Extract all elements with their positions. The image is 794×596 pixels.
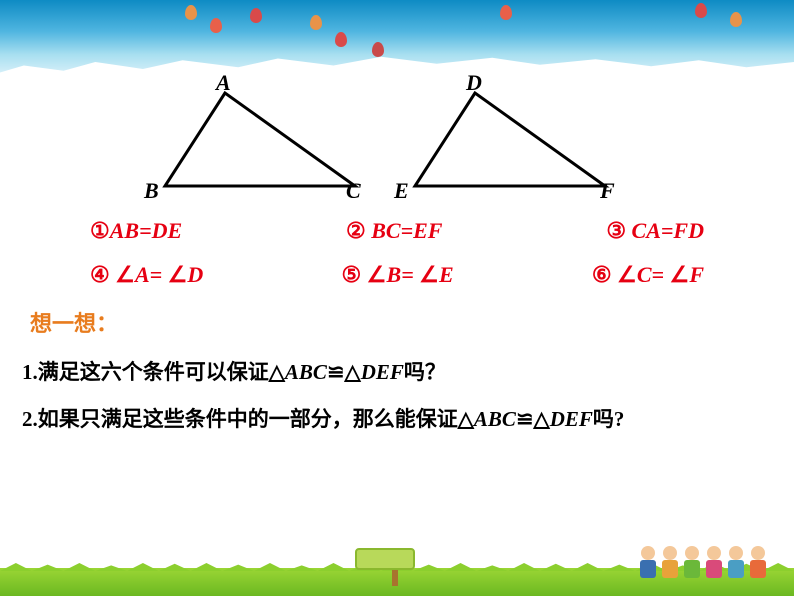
question-2: 2.如果只满足这些条件中的一部分，那么能保证△ABC≌△DEF吗? — [22, 405, 779, 434]
vertex-e: E — [394, 178, 409, 204]
balloon-icon — [210, 18, 222, 33]
q2-suffix: 吗? — [593, 407, 625, 431]
kid-icon — [727, 546, 745, 581]
question-1: 1.满足这六个条件可以保证△ABC≌△DEF吗？ — [22, 358, 779, 387]
sign-decoration — [355, 548, 435, 588]
q1-suffix: 吗？ — [404, 360, 446, 384]
condition-item: ④ ∠A= ∠D — [90, 262, 203, 288]
kids-decoration — [639, 531, 779, 581]
q2-tri2: △ — [534, 407, 550, 431]
main-content: A B C D E F ①AB=DE ② BC=EF ③ CA=FD ④ ∠A= ∠… — [0, 78, 794, 596]
q1-tri1: △ — [269, 360, 285, 384]
q1-def: DEF — [361, 360, 404, 384]
vertex-a: A — [216, 70, 231, 96]
kid-icon — [639, 546, 657, 581]
kid-icon — [683, 546, 701, 581]
conditions-row-1: ①AB=DE ② BC=EF ③ CA=FD — [90, 218, 704, 244]
balloon-icon — [310, 15, 322, 30]
think-label: 想一想： — [30, 306, 794, 338]
balloon-icon — [185, 5, 197, 20]
condition-item: ⑥ ∠C= ∠F — [592, 262, 704, 288]
balloon-icon — [372, 42, 384, 57]
q2-prefix: 2.如果只满足这些条件中的一部分，那么能保证 — [22, 407, 458, 431]
condition-item: ⑤ ∠B= ∠E — [342, 262, 454, 288]
vertex-c: C — [346, 178, 361, 204]
q2-cong: ≌ — [516, 407, 534, 431]
sign-board — [355, 548, 415, 570]
q1-prefix: 1.满足这六个条件可以保证 — [22, 360, 269, 384]
vertex-d: D — [466, 70, 482, 96]
triangle-abc — [155, 88, 365, 198]
triangle-def — [405, 88, 615, 198]
q2-tri1: △ — [458, 407, 474, 431]
conditions-row-2: ④ ∠A= ∠D ⑤ ∠B= ∠E ⑥ ∠C= ∠F — [90, 262, 704, 288]
q1-cong: ≌ — [327, 360, 345, 384]
q1-tri2: △ — [345, 360, 361, 384]
balloon-icon — [335, 32, 347, 47]
conditions-block: ①AB=DE ② BC=EF ③ CA=FD ④ ∠A= ∠D ⑤ ∠B= ∠E ⑥ ∠… — [0, 218, 794, 288]
condition-item: ③ CA=FD — [606, 218, 704, 244]
condition-item: ①AB=DE — [90, 218, 182, 244]
q1-abc: ABC — [285, 360, 327, 384]
vertex-b: B — [144, 178, 159, 204]
balloon-icon — [695, 3, 707, 18]
q2-abc: ABC — [474, 407, 516, 431]
balloon-icon — [250, 8, 262, 23]
kid-icon — [661, 546, 679, 581]
condition-item: ② BC=EF — [346, 218, 442, 244]
q2-def: DEF — [550, 407, 593, 431]
sign-post — [392, 570, 398, 586]
kid-icon — [705, 546, 723, 581]
triangles-area: A B C D E F — [0, 78, 794, 208]
balloon-icon — [730, 12, 742, 27]
vertex-f: F — [600, 178, 615, 204]
balloon-icon — [500, 5, 512, 20]
kid-icon — [749, 546, 767, 581]
